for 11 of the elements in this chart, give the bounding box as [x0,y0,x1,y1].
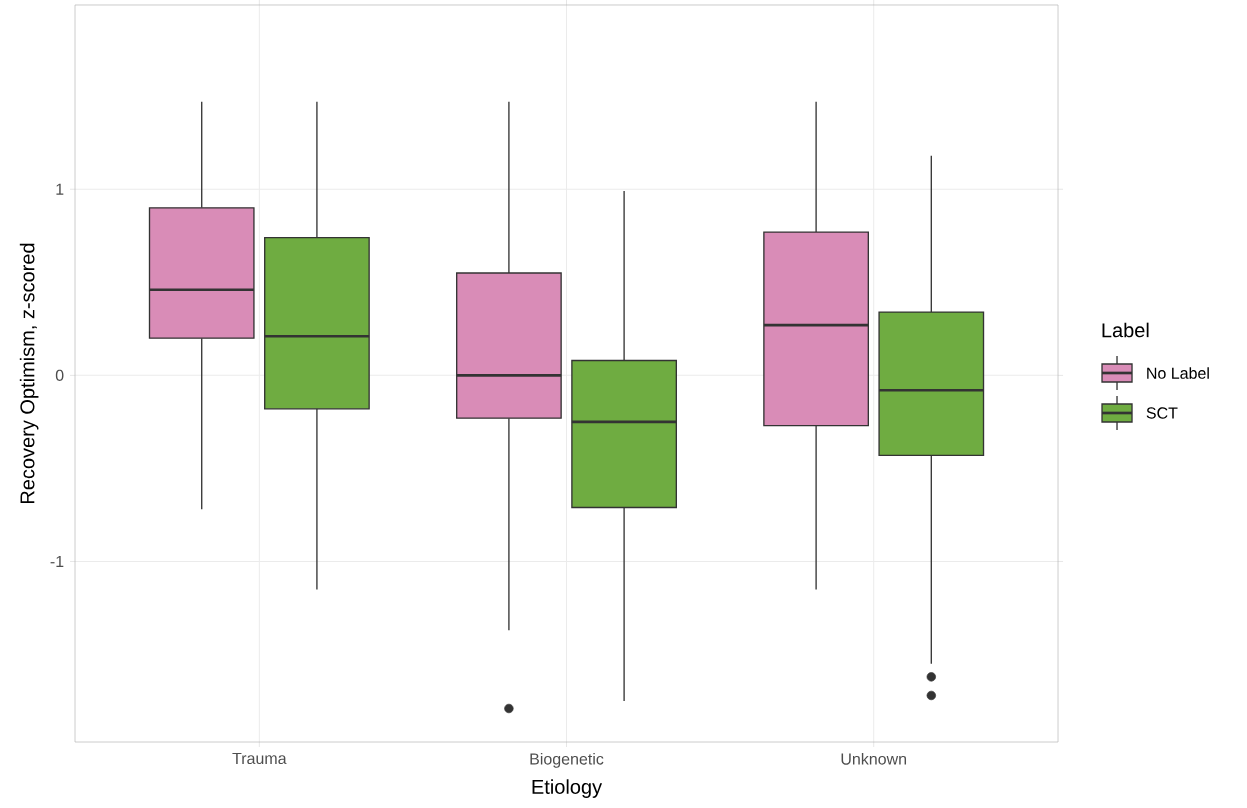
legend-label: No Label [1147,367,1209,379]
legend-title: Label [1102,322,1149,338]
y-tick-label: -1 [50,555,64,567]
x-tick-label: Unknown [841,752,907,765]
y-tick-label: 0 [55,369,64,382]
y-tick-label: 1 [56,183,64,195]
x-tick-label: Trauma [232,752,287,765]
x-tick-label: Biogenetic [530,752,604,768]
legend-label: SCT [1146,407,1178,419]
x-axis-title: Etiology [532,779,603,798]
y-axis-title: Recovery Optimism, z-scored [19,243,39,503]
